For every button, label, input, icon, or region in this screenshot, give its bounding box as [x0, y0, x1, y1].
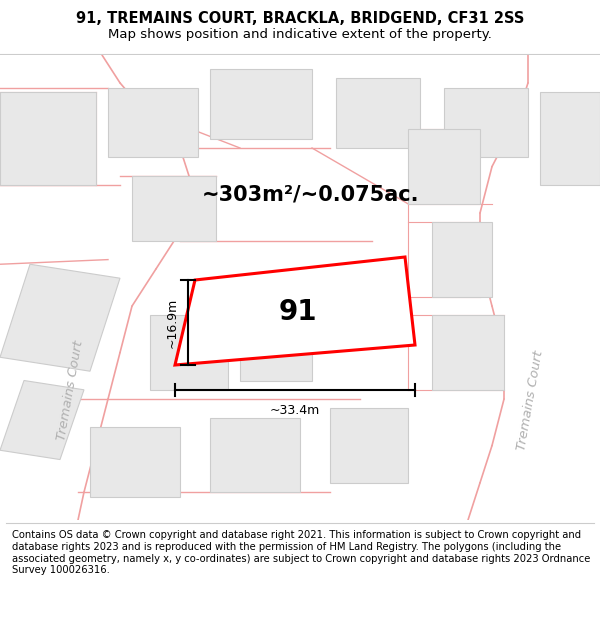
Polygon shape [0, 381, 84, 459]
Polygon shape [540, 92, 600, 185]
Polygon shape [432, 316, 504, 390]
Polygon shape [240, 306, 312, 381]
Text: ~33.4m: ~33.4m [270, 404, 320, 417]
Text: 91: 91 [278, 298, 317, 326]
Text: Map shows position and indicative extent of the property.: Map shows position and indicative extent… [108, 28, 492, 41]
Polygon shape [150, 316, 228, 390]
Polygon shape [330, 408, 408, 482]
Polygon shape [444, 88, 528, 158]
Polygon shape [210, 69, 312, 139]
Polygon shape [132, 176, 216, 241]
Polygon shape [108, 88, 198, 158]
Text: Tremains Court: Tremains Court [515, 349, 545, 451]
Text: Tremains Court: Tremains Court [55, 339, 85, 441]
Polygon shape [0, 92, 96, 185]
Polygon shape [336, 78, 420, 148]
Text: ~16.9m: ~16.9m [166, 298, 179, 348]
Polygon shape [432, 222, 492, 297]
Polygon shape [90, 427, 180, 497]
Polygon shape [0, 264, 120, 371]
Text: ~303m²/~0.075ac.: ~303m²/~0.075ac. [201, 185, 419, 205]
Polygon shape [408, 129, 480, 204]
Text: Contains OS data © Crown copyright and database right 2021. This information is : Contains OS data © Crown copyright and d… [12, 531, 590, 575]
Text: 91, TREMAINS COURT, BRACKLA, BRIDGEND, CF31 2SS: 91, TREMAINS COURT, BRACKLA, BRIDGEND, C… [76, 11, 524, 26]
Polygon shape [175, 257, 415, 365]
Polygon shape [210, 418, 300, 492]
